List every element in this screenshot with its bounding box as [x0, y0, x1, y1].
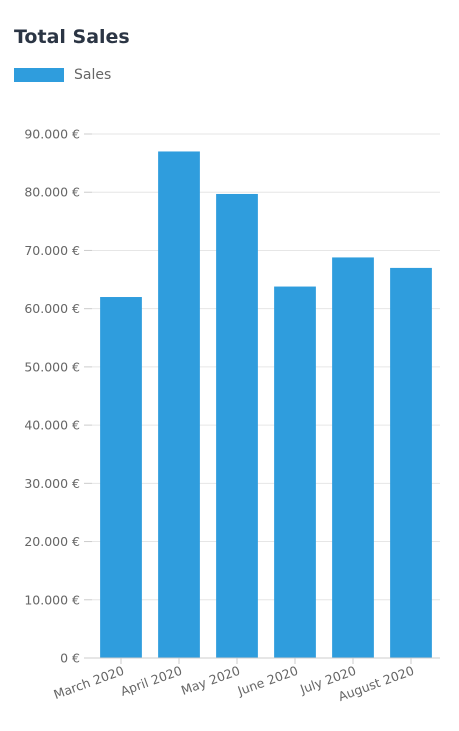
y-tick-label: 0 € — [60, 651, 80, 666]
legend-label-sales: Sales — [74, 67, 112, 83]
bar[interactable] — [332, 257, 374, 658]
bar[interactable] — [390, 267, 432, 658]
bar[interactable] — [100, 297, 142, 658]
y-tick-label: 40.000 € — [24, 418, 80, 433]
y-tick-label: 20.000 € — [24, 534, 80, 549]
bars — [100, 151, 432, 659]
bar[interactable] — [216, 193, 258, 659]
x-tick-label: May 2020 — [179, 663, 242, 698]
x-tick-label: June 2020 — [235, 663, 300, 699]
bar[interactable] — [158, 151, 200, 658]
y-tick-label: 60.000 € — [24, 301, 80, 316]
y-tick-label: 90.000 € — [24, 127, 80, 142]
legend[interactable]: Sales — [14, 67, 111, 83]
x-tick-label: March 2020 — [51, 663, 126, 702]
bar[interactable] — [274, 286, 316, 658]
y-tick-label: 70.000 € — [24, 243, 80, 258]
y-tick-label: 80.000 € — [24, 185, 80, 200]
y-tick-label: 10.000 € — [24, 592, 80, 607]
chart-title: Total Sales — [14, 26, 130, 48]
y-tick-label: 30.000 € — [24, 476, 80, 491]
x-tick-label: April 2020 — [118, 663, 184, 699]
y-axis-ticks: 0 € 10.000 € 20.000 € 30.000 € 40.000 € 50.00… — [24, 127, 92, 666]
gridlines — [92, 133, 440, 601]
y-tick-label: 50.000 € — [24, 359, 80, 374]
legend-swatch-sales — [14, 68, 64, 82]
